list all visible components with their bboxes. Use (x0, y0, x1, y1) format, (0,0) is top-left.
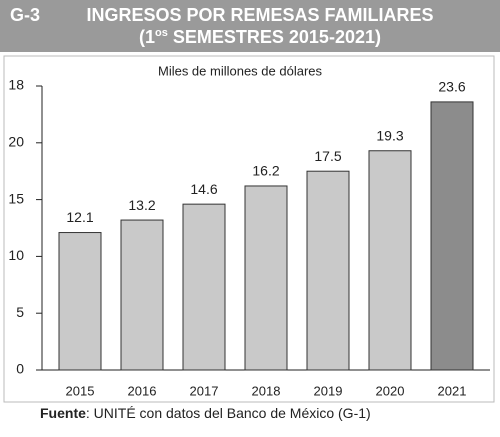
value-label: 23.6 (438, 79, 465, 95)
y-tick-label: 20 (8, 134, 24, 150)
value-label: 16.2 (252, 163, 279, 179)
x-tick-label: 2017 (190, 383, 219, 398)
y-tick-label: 18 (8, 77, 24, 93)
y-tick-label: 0 (16, 361, 24, 377)
bar (244, 185, 288, 371)
chart-subtitle: (1os SEMESTRES 2015-2021) (139, 27, 381, 47)
source-label: Fuente (40, 405, 86, 421)
source: Fuente: UNITÉ con datos del Banco de Méx… (40, 405, 371, 421)
chart-title: INGRESOS POR REMESAS FAMILIARES (86, 5, 433, 25)
value-label: 13.2 (128, 197, 155, 213)
chart-label: G-3 (10, 5, 40, 25)
subtitle-part: SEMESTRES 2015-2021) (168, 27, 381, 47)
y-tick-label: 10 (8, 247, 24, 263)
bar (182, 203, 226, 371)
unit-label: Miles de millones de dólares (158, 63, 323, 78)
x-tick-label: 2021 (438, 383, 467, 398)
bar (368, 150, 412, 371)
subtitle-part: (1 (139, 27, 155, 47)
header-bar (0, 0, 500, 52)
value-label: 12.1 (66, 209, 93, 225)
frame (3, 55, 495, 403)
value-label: 14.6 (190, 181, 217, 197)
x-tick-label: 2018 (252, 383, 281, 398)
source-text: : UNITÉ con datos del Banco de México (G… (86, 405, 371, 421)
subtitle-superscript: os (155, 27, 168, 39)
y-tick-label: 15 (8, 190, 24, 206)
value-label: 19.3 (376, 127, 403, 143)
x-tick-label: 2019 (314, 383, 343, 398)
y-tick-label: 5 (16, 304, 24, 320)
bar (306, 170, 350, 371)
x-tick-label: 2020 (376, 383, 405, 398)
x-tick-label: 2016 (128, 383, 157, 398)
value-label: 17.5 (314, 148, 341, 164)
bar (430, 101, 474, 371)
x-tick-label: 2015 (66, 383, 95, 398)
bar (58, 232, 102, 371)
bar (120, 219, 164, 371)
